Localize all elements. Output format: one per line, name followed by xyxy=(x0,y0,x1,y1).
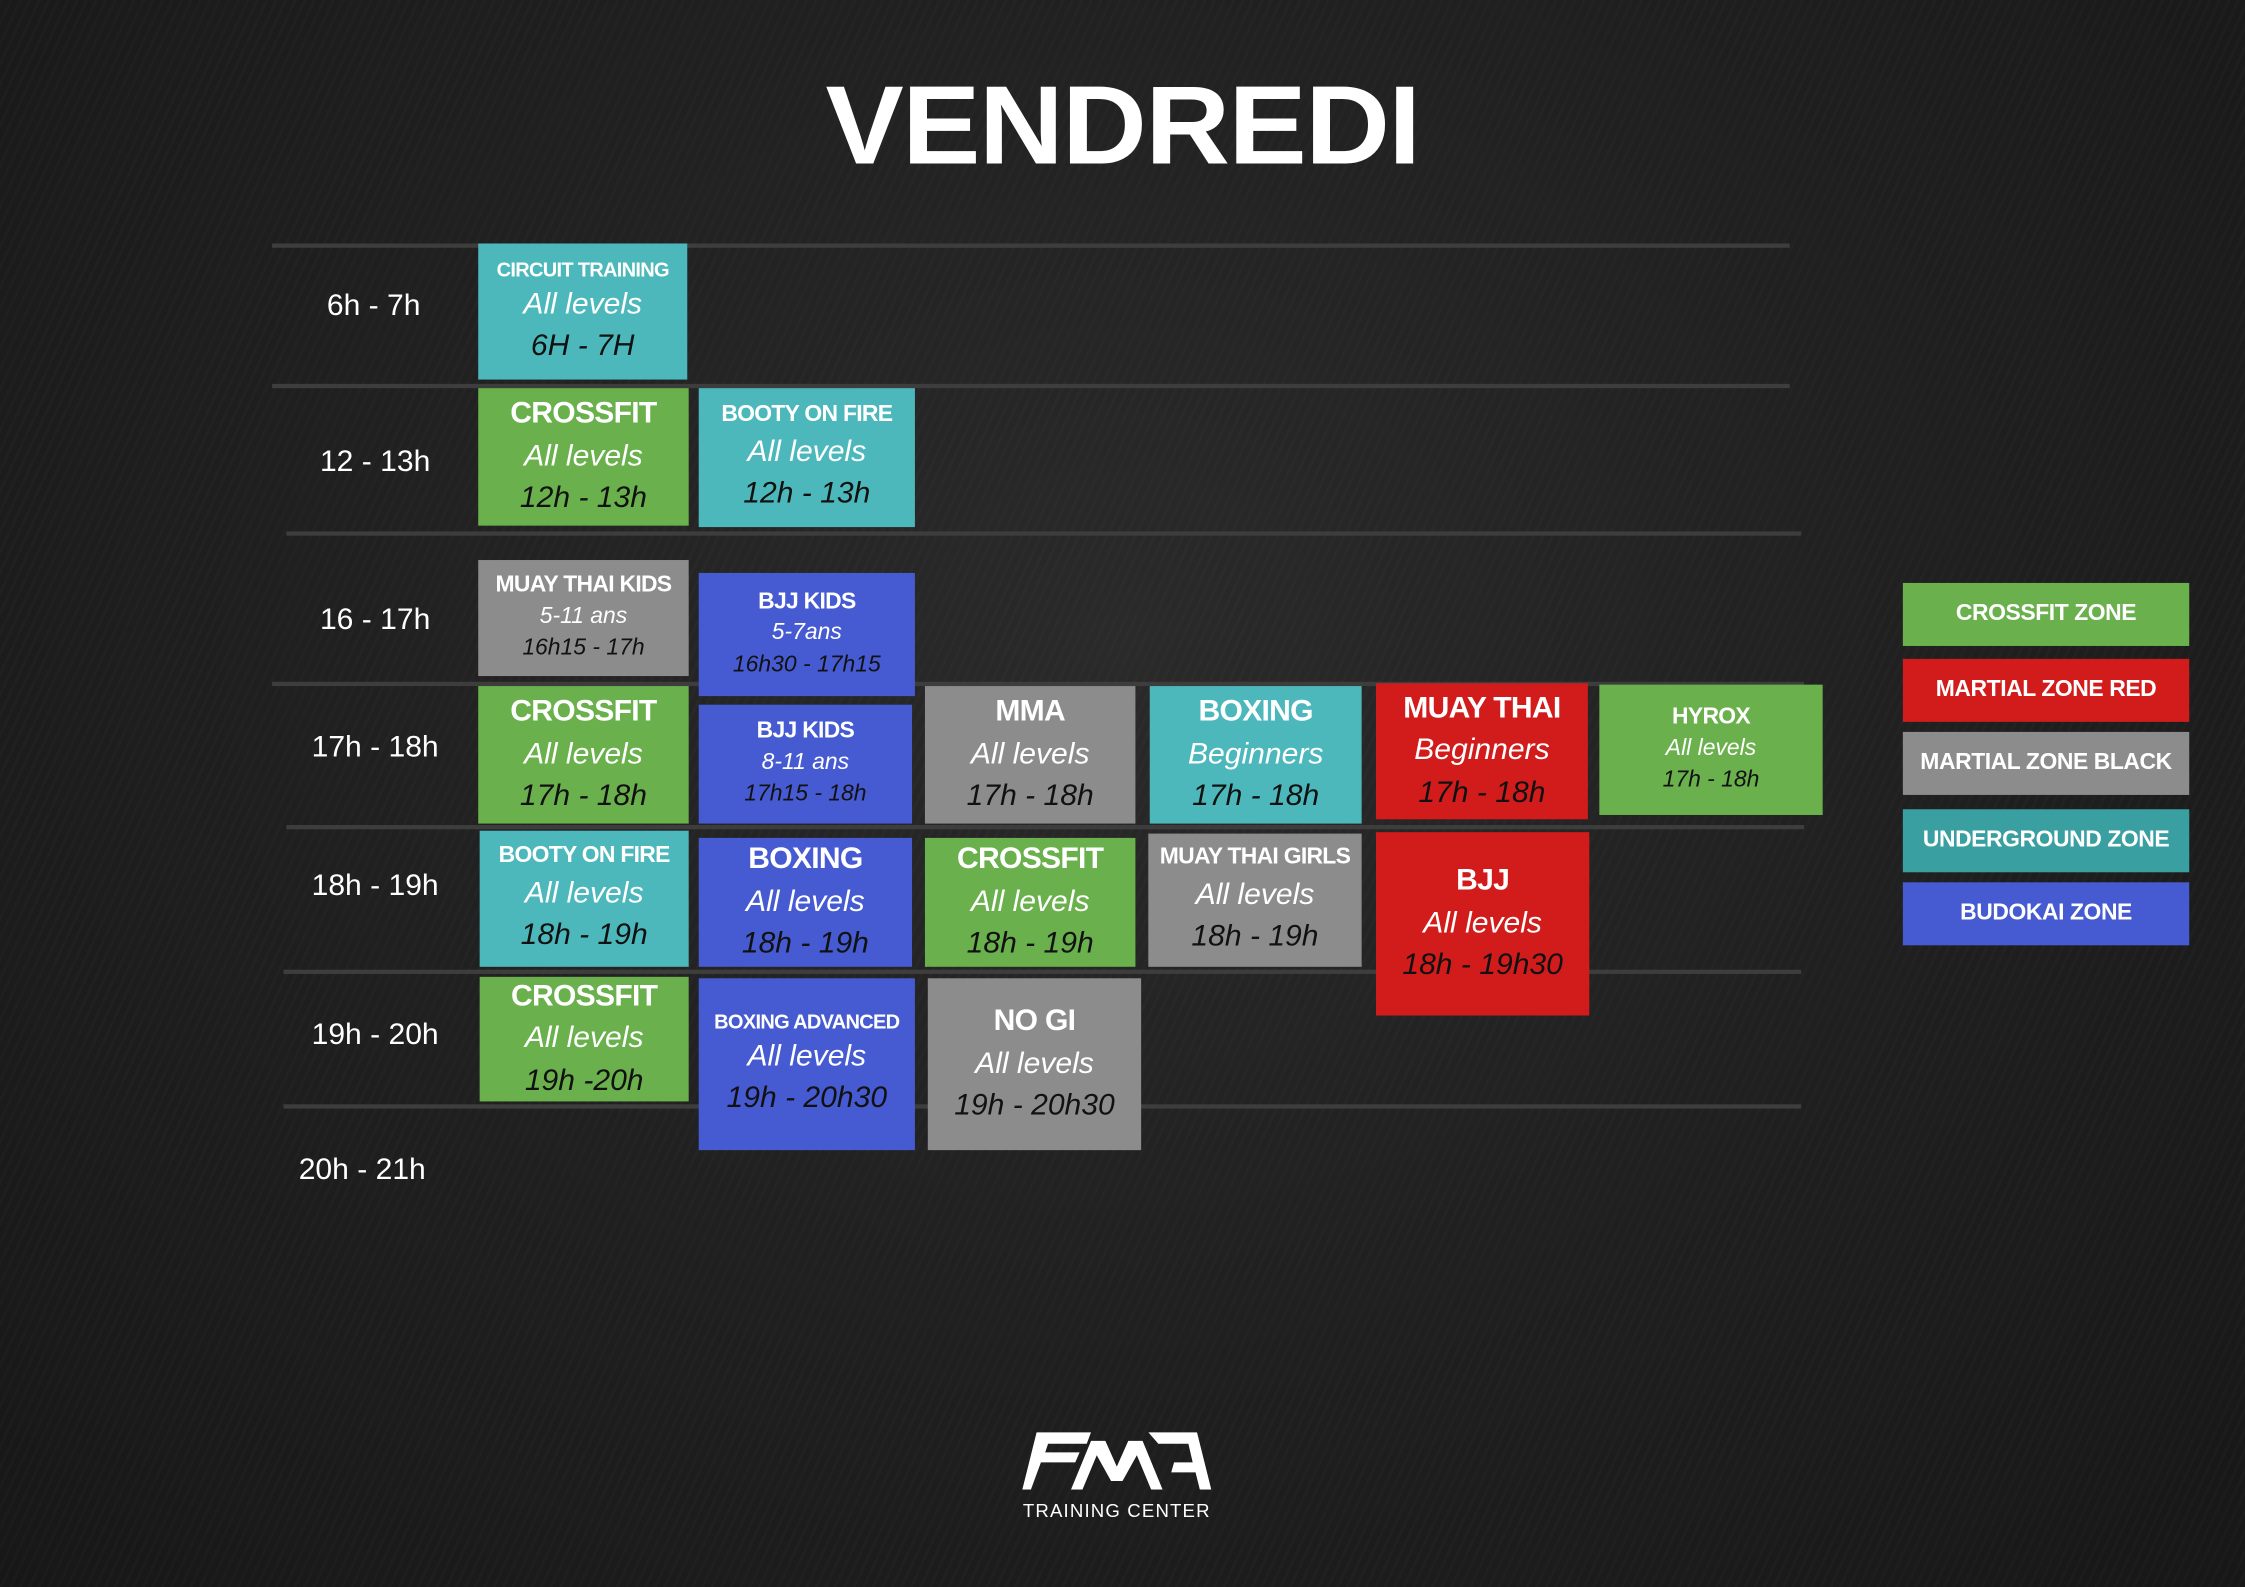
class-block[interactable]: MUAY THAI GIRLS All levels 18h - 19h xyxy=(1148,833,1362,967)
class-name: CROSSFIT xyxy=(510,397,657,431)
class-time: 16h15 - 17h xyxy=(522,636,645,661)
class-block[interactable]: BJJ KIDS 8-11 ans 17h15 - 18h xyxy=(698,704,913,824)
class-level: All levels xyxy=(746,884,865,918)
time-slot-label: 12 - 13h xyxy=(319,445,431,479)
class-level: All levels xyxy=(747,435,867,469)
class-level: 8-11 ans xyxy=(761,750,850,775)
time-slot-label: 6h - 7h xyxy=(326,289,421,323)
time-slot-label: 19h - 20h xyxy=(311,1018,439,1052)
class-level: 5-7ans xyxy=(771,620,842,646)
class-name: BOXING ADVANCED xyxy=(714,1009,900,1033)
class-time: 17h - 18h xyxy=(1192,779,1320,813)
class-block[interactable]: CROSSFIT All levels 12h - 13h xyxy=(478,388,689,526)
row-divider xyxy=(286,825,1805,830)
class-level: All levels xyxy=(524,439,643,473)
class-block[interactable]: MMA All levels 17h - 18h xyxy=(924,686,1136,824)
time-slot-label: 16 - 17h xyxy=(319,602,431,636)
class-name: BOOTY ON FIRE xyxy=(721,402,893,428)
class-level: All levels xyxy=(970,737,1090,771)
class-block[interactable]: BOOTY ON FIRE All levels 12h - 13h xyxy=(698,388,915,528)
class-block[interactable]: CROSSFIT All levels 18h - 19h xyxy=(924,837,1136,967)
class-name: CROSSFIT xyxy=(511,979,658,1013)
class-block[interactable]: BOXING All levels 18h - 19h xyxy=(698,837,913,967)
class-time: 16h30 - 17h15 xyxy=(732,652,881,678)
class-time: 12h - 13h xyxy=(743,477,871,511)
class-block[interactable]: NO GI All levels 19h - 20h30 xyxy=(927,978,1142,1151)
class-name: NO GI xyxy=(993,1004,1076,1038)
class-name: CIRCUIT TRAINING xyxy=(496,257,670,281)
class-name: BJJ KIDS xyxy=(758,589,856,615)
class-time: 18h - 19h xyxy=(520,918,648,952)
class-block[interactable]: BOOTY ON FIRE All levels 18h - 19h xyxy=(479,830,689,967)
class-name: BJJ xyxy=(1456,864,1510,898)
class-time: 18h - 19h xyxy=(741,926,869,960)
class-block[interactable]: HYROX All levels 17h - 18h xyxy=(1599,684,1823,815)
class-time: 19h - 20h30 xyxy=(726,1082,888,1115)
class-block[interactable]: MUAY THAI Beginners 17h - 18h xyxy=(1375,683,1588,820)
legend-item: MARTIAL ZONE BLACK xyxy=(1902,731,2190,795)
class-time: 17h - 18h xyxy=(966,779,1094,813)
class-block[interactable]: BJJ All levels 18h - 19h30 xyxy=(1375,832,1590,1016)
class-level: All levels xyxy=(1195,877,1315,911)
class-name: MUAY THAI GIRLS xyxy=(1159,845,1351,870)
class-time: 18h - 19h xyxy=(1191,919,1319,953)
row-divider xyxy=(272,243,1790,248)
class-level: All levels xyxy=(524,1021,644,1055)
class-time: 17h - 18h xyxy=(1418,775,1546,809)
class-block[interactable]: CIRCUIT TRAINING All levels 6H - 7H xyxy=(478,243,688,380)
class-time: 17h15 - 18h xyxy=(744,782,867,807)
class-name: HYROX xyxy=(1672,705,1751,730)
class-block[interactable]: BOXING ADVANCED All levels 19h - 20h30 xyxy=(698,978,915,1151)
time-slot-label: 17h - 18h xyxy=(311,730,439,764)
class-time: 17h - 18h xyxy=(519,779,647,813)
class-level: All levels xyxy=(524,876,644,910)
class-level: All levels xyxy=(975,1046,1094,1080)
class-level: All levels xyxy=(747,1039,867,1073)
class-level: Beginners xyxy=(1187,737,1324,771)
class-level: All levels xyxy=(970,884,1090,918)
row-divider xyxy=(286,531,1802,536)
legend-item: UNDERGROUND ZONE xyxy=(1902,809,2190,873)
class-block[interactable]: BJJ KIDS 5-7ans 16h30 - 17h15 xyxy=(698,572,915,697)
class-block[interactable]: CROSSFIT All levels 17h - 18h xyxy=(478,686,689,824)
row-divider xyxy=(283,969,1802,974)
class-name: MUAY THAI xyxy=(1403,691,1561,725)
page-title: VENDREDI xyxy=(825,61,1421,188)
class-name: BJJ KIDS xyxy=(756,719,855,744)
class-name: BOOTY ON FIRE xyxy=(498,844,671,869)
legend-item: CROSSFIT ZONE xyxy=(1902,582,2190,646)
class-level: All levels xyxy=(1423,906,1542,940)
row-divider xyxy=(272,681,1805,687)
class-level: All levels xyxy=(524,737,643,771)
logo-subtitle: TRAINING CENTER xyxy=(1022,1499,1211,1522)
class-time: 18h - 19h xyxy=(966,926,1094,960)
class-name: CROSSFIT xyxy=(510,695,657,729)
legend-item: MARTIAL ZONE RED xyxy=(1902,658,2190,722)
class-time: 6H - 7H xyxy=(530,329,635,363)
class-name: BOXING xyxy=(748,842,863,876)
class-block[interactable]: BOXING Beginners 17h - 18h xyxy=(1149,686,1362,824)
class-time: 19h - 20h30 xyxy=(954,1088,1115,1122)
class-time: 12h - 13h xyxy=(519,481,647,515)
class-level: All levels xyxy=(523,287,643,321)
class-time: 18h - 19h30 xyxy=(1402,948,1563,982)
class-block[interactable]: CROSSFIT All levels 19h -20h xyxy=(479,976,689,1102)
class-level: Beginners xyxy=(1414,733,1550,767)
class-name: MUAY THAI KIDS xyxy=(495,573,673,598)
class-level: All levels xyxy=(1665,736,1757,761)
class-level: 5-11 ans xyxy=(539,604,628,629)
class-name: BOXING xyxy=(1198,695,1314,729)
time-slot-label: 20h - 21h xyxy=(298,1153,426,1186)
logo: TRAINING CENTER xyxy=(1002,1432,1231,1521)
row-divider xyxy=(272,383,1790,389)
time-slot-label: 18h - 19h xyxy=(311,869,439,903)
legend-item: BUDOKAI ZONE xyxy=(1902,882,2190,946)
fma-logo-icon xyxy=(1022,1432,1212,1490)
class-time: 17h - 18h xyxy=(1662,768,1760,793)
class-name: CROSSFIT xyxy=(957,842,1104,876)
class-time: 19h -20h xyxy=(524,1063,644,1097)
class-block[interactable]: MUAY THAI KIDS 5-11 ans 16h15 - 17h xyxy=(478,560,689,677)
class-name: MMA xyxy=(995,695,1066,729)
